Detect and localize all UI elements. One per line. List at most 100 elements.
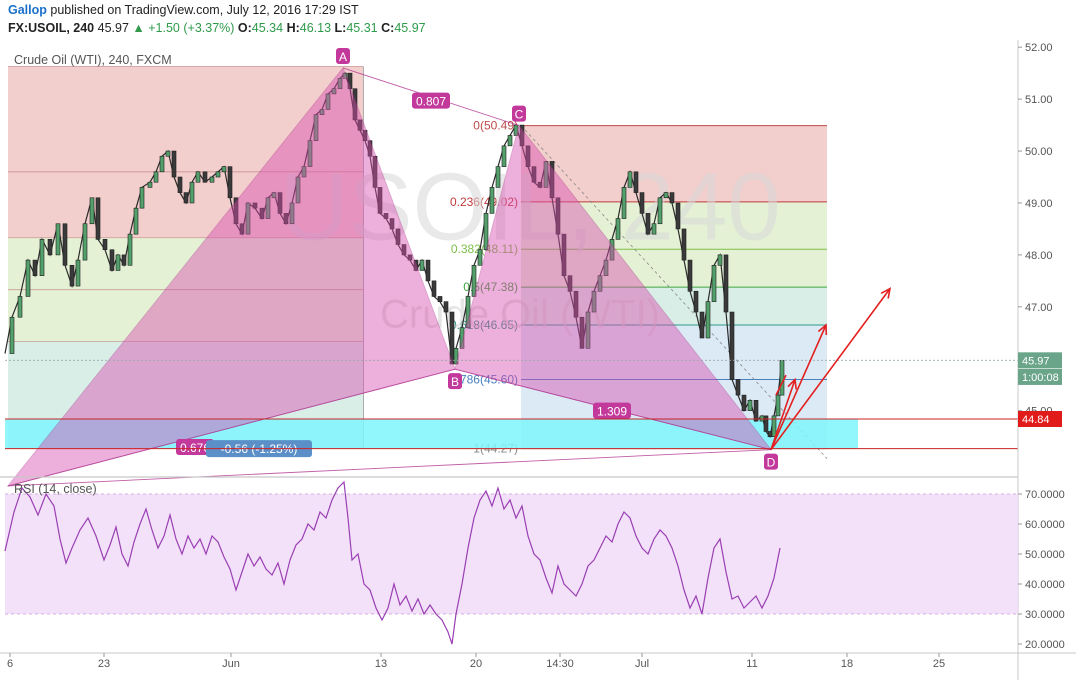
- time-tick-label: 14:30: [546, 658, 574, 670]
- price-tick-label: 49.00: [1025, 198, 1053, 210]
- price-candle: [159, 155, 165, 173]
- last-price: 45.97: [97, 21, 129, 35]
- price-candle: [413, 259, 419, 271]
- change-arrow-icon: ▲: [132, 21, 145, 35]
- rsi-title: RSI (14, close): [14, 482, 97, 496]
- ratio-label: 0.676: [180, 441, 210, 455]
- time-tick-label: 23: [98, 658, 110, 670]
- price-candle: [437, 296, 443, 302]
- price-candle: [669, 192, 675, 204]
- time-tick-label: Jul: [635, 658, 649, 670]
- price-candle: [657, 197, 663, 225]
- price-candle: [395, 228, 401, 245]
- price-candle: [215, 171, 221, 178]
- price-candle: [209, 176, 215, 183]
- open-label: O:: [237, 21, 252, 35]
- price-candle: [25, 259, 31, 297]
- price-candle: [357, 119, 363, 131]
- price-candle: [723, 254, 729, 313]
- left-fib-band: [8, 289, 363, 342]
- price-candle: [763, 415, 769, 432]
- price-candle: [759, 415, 765, 422]
- high-value: 46.13: [299, 21, 332, 35]
- rsi-band: [5, 494, 1018, 614]
- price-candle: [597, 275, 603, 292]
- price-candle: [252, 202, 258, 209]
- rsi-tick-label: 20.0000: [1025, 639, 1065, 651]
- price-candle: [239, 223, 245, 235]
- author-name[interactable]: Gallop: [8, 3, 47, 17]
- projection-arrow: [770, 324, 827, 450]
- open-value: 45.34: [251, 21, 284, 35]
- price-candle: [459, 327, 465, 349]
- price-candle: [663, 192, 669, 199]
- price-candle: [779, 360, 785, 396]
- price-candle: [147, 181, 153, 188]
- left-fib-edge: [363, 66, 364, 449]
- price-candle: [295, 176, 301, 204]
- price-candle: [477, 249, 483, 266]
- price-pane[interactable]: 0(50.49)0.236(49.02)0.382(48.11)0.5(47.3…: [4, 40, 1062, 680]
- price-candle: [483, 213, 489, 251]
- price-candle: [245, 202, 251, 235]
- price-candle: [189, 181, 195, 204]
- price-candle: [591, 290, 597, 313]
- price-candle: [221, 166, 227, 173]
- price-candle: [277, 192, 283, 214]
- price-candle: [573, 290, 579, 318]
- time-tick-label: 6: [7, 658, 13, 670]
- price-candle: [443, 301, 449, 313]
- price-candle: [139, 187, 145, 209]
- publish-info: published on TradingView.com, July 12, 2…: [50, 3, 359, 17]
- rsi-tick-label: 30.0000: [1025, 609, 1065, 621]
- price-candle: [711, 264, 717, 302]
- pattern-point-label: A: [339, 50, 347, 64]
- price-candle: [177, 176, 183, 193]
- price-candle: [537, 181, 543, 188]
- price-candle: [531, 166, 537, 183]
- price-candle: [495, 166, 501, 188]
- price-candle: [465, 296, 471, 328]
- fib-level-label: 0(50.49): [473, 119, 518, 133]
- rsi-pane[interactable]: RSI (14, close) 70.0000 60.0000 50.0000 40.0…: [0, 476, 1065, 651]
- price-candle: [681, 228, 687, 261]
- high-label: H:: [286, 21, 300, 35]
- price-candle: [453, 348, 459, 365]
- price-candle: [555, 197, 561, 235]
- fib-level-label: 0.5(47.38): [463, 280, 518, 294]
- fib-level-label: 0.786(45.60): [450, 373, 518, 387]
- price-line: [4, 72, 783, 439]
- time-axis[interactable]: 6 23 Jun 13 20 14:30 Jul 11 18 25: [0, 652, 1076, 670]
- chart-header: Gallop published on TradingView.com, Jul…: [0, 0, 1076, 40]
- price-candle: [362, 129, 368, 141]
- price-candle: [95, 197, 101, 240]
- fib-band: [521, 125, 827, 202]
- price-candle: [259, 207, 265, 219]
- price-candle: [549, 161, 555, 199]
- price-candle: [419, 259, 425, 271]
- low-value: 45.31: [346, 21, 378, 35]
- publish-line: Gallop published on TradingView.com, Jul…: [8, 3, 359, 17]
- price-candle: [651, 223, 657, 235]
- price-candle: [693, 290, 699, 313]
- ratio-label: 0.807: [416, 95, 446, 109]
- price-candle: [165, 150, 171, 157]
- price-tag: [1018, 410, 1062, 427]
- price-candle: [109, 249, 115, 271]
- pattern-diagonal: [7, 368, 456, 487]
- price-candle: [307, 140, 313, 167]
- price-candle: [615, 218, 621, 240]
- price-candle: [133, 207, 139, 235]
- price-candle: [227, 166, 233, 199]
- chart-canvas[interactable]: 0(50.49)0.236(49.02)0.382(48.11)0.5(47.3…: [0, 40, 1076, 680]
- price-candle: [171, 150, 177, 178]
- time-tick-label: 25: [933, 658, 945, 670]
- projection-arrow: [775, 374, 787, 396]
- time-tick-label: 13: [375, 658, 387, 670]
- price-candle: [347, 72, 353, 90]
- price-candle: [82, 223, 88, 261]
- price-candle: [153, 171, 159, 183]
- time-tick-label: 20: [470, 658, 482, 670]
- price-candle: [675, 202, 681, 230]
- price-candle: [115, 254, 121, 271]
